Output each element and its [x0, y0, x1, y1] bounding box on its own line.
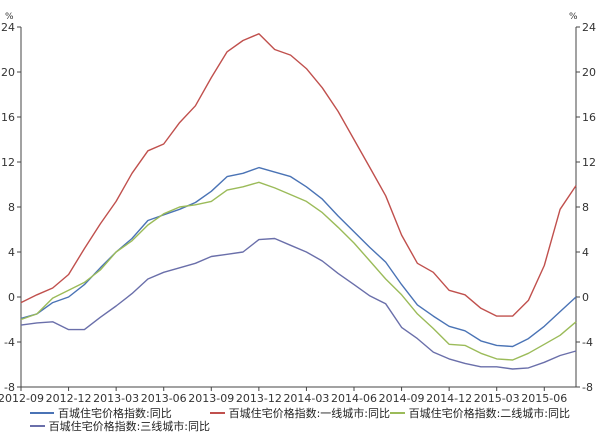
- legend-item: 百城住宅价格指数:一线城市:同比: [210, 405, 390, 421]
- left-unit-label: %: [5, 12, 14, 22]
- legend-label-1: 百城住宅价格指数:一线城市:同比: [228, 406, 390, 420]
- y-tick-label-left: 4: [8, 246, 15, 259]
- x-tick-label: 2015-03: [474, 392, 520, 405]
- y-tick-label-left: -4: [4, 336, 15, 349]
- x-tick-label: 2013-03: [93, 392, 139, 405]
- x-tick-label: 2013-09: [188, 392, 234, 405]
- series-line-2: [20, 181, 577, 361]
- legend-swatch-3: [30, 424, 45, 427]
- x-tick-label: 2014-09: [379, 392, 425, 405]
- x-tick-label: 2014-12: [426, 392, 472, 405]
- y-tick-label-right: 20: [582, 66, 596, 79]
- y-tick-label-right: 4: [582, 246, 589, 259]
- x-tick-label: 2014-03: [283, 392, 329, 405]
- legend-label-0: 百城住宅价格指数:同比: [58, 406, 172, 420]
- legend-item: 百城住宅价格指数:二线城市:同比: [390, 405, 570, 421]
- x-tick-label: 2013-06: [141, 392, 187, 405]
- x-tick-label: 2013-12: [236, 392, 282, 405]
- y-tick-label-left: 20: [1, 66, 15, 79]
- series-line-3: [20, 237, 577, 370]
- y-tick-label-right: 0: [582, 291, 589, 304]
- series-line-1: [20, 33, 577, 317]
- legend-swatch-2: [390, 411, 405, 414]
- y-tick-label-left: 16: [1, 111, 15, 124]
- legend-item: 百城住宅价格指数:同比: [30, 405, 210, 421]
- y-tick-label-left: 12: [1, 156, 15, 169]
- legend-swatch-0: [30, 411, 54, 414]
- legend-label-2: 百城住宅价格指数:二线城市:同比: [408, 406, 570, 420]
- y-tick-label-right: 16: [582, 111, 596, 124]
- y-tick-label-right: 24: [582, 21, 596, 34]
- y-tick-label-right: -4: [582, 336, 593, 349]
- y-tick-label-left: 24: [1, 21, 15, 34]
- legend-swatch-1: [210, 411, 225, 414]
- y-tick-label-left: -8: [4, 381, 15, 394]
- y-tick-label-left: 0: [8, 291, 15, 304]
- x-tick-label: 2012-09: [0, 392, 44, 405]
- y-tick-label-right: 12: [582, 156, 596, 169]
- legend-label-3: 百城住宅价格指数:三线城市:同比: [48, 419, 210, 433]
- right-unit-label: %: [569, 12, 578, 22]
- x-tick-label: 2014-06: [331, 392, 377, 405]
- legend: 百城住宅价格指数:同比 百城住宅价格指数:一线城市:同比 百城住宅价格指数:二线…: [30, 405, 590, 434]
- x-tick-label: 2015-06: [521, 392, 567, 405]
- series-line-0: [20, 166, 577, 348]
- x-tick-label: 2012-12: [46, 392, 92, 405]
- y-tick-label-right: 8: [582, 201, 589, 214]
- y-tick-label-left: 8: [8, 201, 15, 214]
- legend-item: 百城住宅价格指数:三线城市:同比: [30, 418, 210, 434]
- series-lines: [20, 33, 577, 370]
- y-tick-label-right: -8: [582, 381, 593, 394]
